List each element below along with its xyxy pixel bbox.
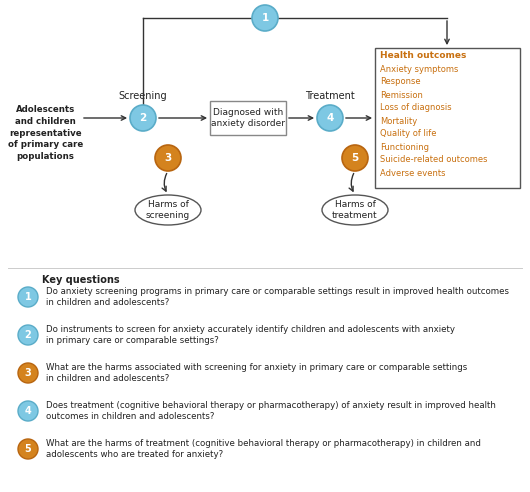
Circle shape [18, 401, 38, 421]
Text: 1: 1 [24, 292, 31, 302]
Text: Screening: Screening [119, 91, 167, 101]
FancyBboxPatch shape [375, 48, 520, 188]
Text: Adolescents
and children
representative
of primary care
populations: Adolescents and children representative … [8, 105, 83, 161]
Ellipse shape [135, 195, 201, 225]
Text: Quality of life: Quality of life [380, 129, 437, 139]
Text: Harms of
screening: Harms of screening [146, 200, 190, 220]
Text: 2: 2 [24, 330, 31, 340]
Circle shape [317, 105, 343, 131]
Text: 3: 3 [164, 153, 172, 163]
Text: 2: 2 [139, 113, 147, 123]
Text: What are the harms associated with screening for anxiety in primary care or comp: What are the harms associated with scree… [46, 363, 467, 383]
Text: Do anxiety screening programs in primary care or comparable settings result in i: Do anxiety screening programs in primary… [46, 287, 509, 308]
Circle shape [342, 145, 368, 171]
Text: 3: 3 [24, 368, 31, 378]
Text: Mortality: Mortality [380, 117, 417, 125]
Text: Loss of diagnosis: Loss of diagnosis [380, 103, 452, 113]
Text: Diagnosed with
anxiety disorder: Diagnosed with anxiety disorder [211, 108, 285, 128]
Circle shape [252, 5, 278, 31]
Text: What are the harms of treatment (cognitive behavioral therapy or pharmacotherapy: What are the harms of treatment (cogniti… [46, 438, 481, 460]
Circle shape [18, 325, 38, 345]
Circle shape [130, 105, 156, 131]
Text: Key questions: Key questions [42, 275, 120, 285]
Text: Response: Response [380, 78, 421, 87]
Text: 5: 5 [24, 444, 31, 454]
Text: Adverse events: Adverse events [380, 168, 446, 178]
Circle shape [18, 439, 38, 459]
Text: Anxiety symptoms: Anxiety symptoms [380, 64, 458, 73]
Ellipse shape [322, 195, 388, 225]
Circle shape [18, 363, 38, 383]
Text: Does treatment (cognitive behavioral therapy or pharmacotherapy) of anxiety resu: Does treatment (cognitive behavioral the… [46, 400, 496, 422]
Text: 1: 1 [261, 13, 269, 23]
Text: 4: 4 [326, 113, 334, 123]
Text: Remission: Remission [380, 91, 423, 99]
Text: Treatment: Treatment [305, 91, 355, 101]
Text: Health outcomes: Health outcomes [380, 52, 466, 61]
Text: Suicide-related outcomes: Suicide-related outcomes [380, 155, 488, 164]
Text: Functioning: Functioning [380, 143, 429, 152]
Circle shape [155, 145, 181, 171]
FancyBboxPatch shape [210, 101, 286, 135]
Text: 5: 5 [351, 153, 359, 163]
Text: 4: 4 [24, 406, 31, 416]
Text: Harms of
treatment: Harms of treatment [332, 200, 378, 220]
Text: Do instruments to screen for anxiety accurately identify children and adolescent: Do instruments to screen for anxiety acc… [46, 325, 455, 345]
Circle shape [18, 287, 38, 307]
